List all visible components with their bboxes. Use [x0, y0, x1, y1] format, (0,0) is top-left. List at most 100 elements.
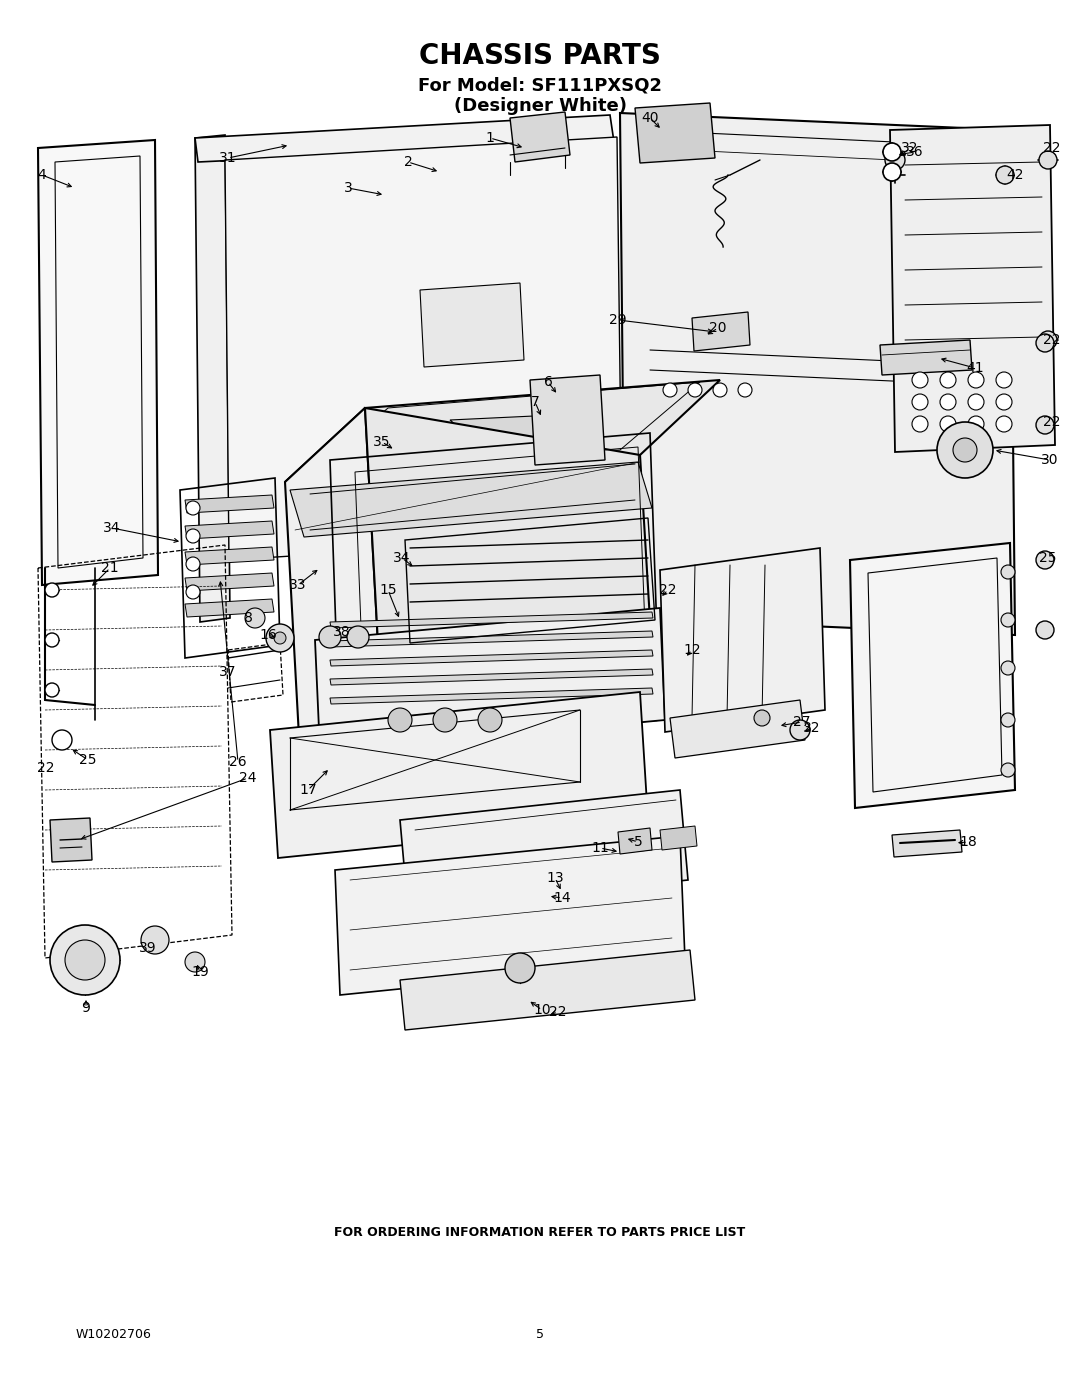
Circle shape: [433, 708, 457, 732]
Polygon shape: [530, 374, 605, 465]
Polygon shape: [365, 408, 656, 719]
Polygon shape: [185, 599, 274, 617]
Polygon shape: [892, 830, 962, 856]
Polygon shape: [285, 408, 380, 754]
Circle shape: [968, 416, 984, 432]
Circle shape: [996, 394, 1012, 409]
Polygon shape: [185, 521, 274, 539]
Polygon shape: [850, 543, 1015, 807]
Text: 17: 17: [299, 782, 316, 798]
Polygon shape: [270, 692, 648, 858]
Polygon shape: [635, 103, 715, 163]
Text: 25: 25: [79, 753, 97, 767]
Text: 31: 31: [219, 151, 237, 165]
Circle shape: [478, 708, 502, 732]
Circle shape: [738, 383, 752, 397]
Circle shape: [883, 142, 901, 161]
Text: 3: 3: [343, 182, 352, 196]
Text: 22: 22: [1043, 332, 1061, 346]
Circle shape: [1036, 416, 1054, 434]
Text: 33: 33: [289, 578, 307, 592]
Text: For Model: SF111PXSQ2: For Model: SF111PXSQ2: [418, 77, 662, 94]
Circle shape: [266, 624, 294, 652]
Circle shape: [968, 372, 984, 388]
Text: 34: 34: [393, 550, 410, 564]
Text: 40: 40: [642, 110, 659, 124]
Polygon shape: [890, 124, 1055, 453]
Circle shape: [754, 710, 770, 726]
Circle shape: [940, 394, 956, 409]
Circle shape: [968, 394, 984, 409]
Circle shape: [1039, 331, 1057, 349]
Circle shape: [937, 422, 993, 478]
Polygon shape: [38, 140, 158, 585]
Circle shape: [45, 633, 59, 647]
Polygon shape: [618, 828, 652, 854]
Text: 22: 22: [37, 761, 55, 775]
Polygon shape: [335, 835, 685, 995]
Circle shape: [1036, 334, 1054, 352]
Circle shape: [953, 439, 977, 462]
Text: 32: 32: [804, 721, 821, 735]
Polygon shape: [400, 950, 696, 1030]
Polygon shape: [400, 789, 688, 909]
Text: 18: 18: [959, 835, 977, 849]
Circle shape: [663, 383, 677, 397]
Circle shape: [186, 529, 200, 543]
Text: CHASSIS PARTS: CHASSIS PARTS: [419, 42, 661, 70]
Circle shape: [505, 953, 535, 983]
Circle shape: [912, 416, 928, 432]
Circle shape: [1036, 622, 1054, 638]
Text: 9: 9: [82, 1002, 91, 1016]
Text: 13: 13: [546, 870, 564, 886]
Text: 7: 7: [530, 395, 539, 409]
Polygon shape: [291, 462, 652, 536]
Circle shape: [1001, 613, 1015, 627]
Polygon shape: [330, 650, 653, 666]
Text: 41: 41: [967, 360, 984, 374]
Polygon shape: [670, 700, 805, 759]
Circle shape: [45, 683, 59, 697]
Text: 34: 34: [104, 521, 121, 535]
Text: 39: 39: [139, 942, 157, 956]
Text: 8: 8: [244, 610, 253, 624]
Circle shape: [185, 951, 205, 972]
Circle shape: [347, 626, 369, 648]
Circle shape: [186, 585, 200, 599]
Circle shape: [45, 583, 59, 597]
Circle shape: [245, 608, 265, 629]
Circle shape: [1036, 550, 1054, 569]
Polygon shape: [195, 115, 615, 162]
Text: 22: 22: [1043, 141, 1061, 155]
Circle shape: [1039, 151, 1057, 169]
Text: 25: 25: [1039, 550, 1056, 564]
Text: 26: 26: [229, 754, 247, 768]
Text: 24: 24: [240, 771, 257, 785]
Text: 29: 29: [609, 313, 626, 327]
Text: 22: 22: [659, 583, 677, 597]
Circle shape: [1001, 712, 1015, 726]
Text: 22: 22: [550, 1004, 567, 1018]
Circle shape: [996, 166, 1014, 184]
Text: 5: 5: [634, 835, 643, 849]
Circle shape: [940, 416, 956, 432]
Circle shape: [1001, 661, 1015, 675]
Circle shape: [713, 383, 727, 397]
Text: 5: 5: [536, 1327, 544, 1341]
Text: 22: 22: [1043, 415, 1061, 429]
Polygon shape: [450, 415, 590, 450]
Circle shape: [912, 394, 928, 409]
Text: (Designer White): (Designer White): [454, 98, 626, 115]
Circle shape: [52, 731, 72, 750]
Text: 37: 37: [219, 665, 237, 679]
Polygon shape: [330, 687, 653, 704]
Text: 10: 10: [534, 1003, 551, 1017]
Circle shape: [996, 416, 1012, 432]
Text: 36: 36: [906, 145, 923, 159]
Circle shape: [789, 719, 810, 740]
Polygon shape: [660, 548, 825, 732]
Polygon shape: [225, 137, 622, 560]
Circle shape: [1001, 763, 1015, 777]
Polygon shape: [510, 112, 570, 162]
Circle shape: [50, 925, 120, 995]
